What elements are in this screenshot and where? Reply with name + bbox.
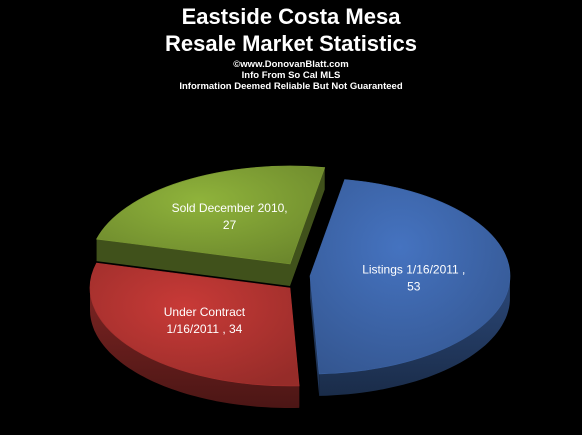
slice-label-line: Listings 1/16/2011 , [362, 262, 465, 276]
pie-slice-1 [89, 262, 300, 387]
slice-wall [310, 276, 320, 396]
slice-label-line: 53 [407, 279, 421, 293]
slice-label: Under Contract 1/16/2011 , 34 [164, 305, 246, 336]
slice-rim [319, 278, 510, 396]
slice-label-line: Under Contract [164, 305, 246, 319]
slice-label: Sold December 2010, 27 [172, 201, 288, 232]
chart-title-line2: Resale Market Statistics [165, 31, 417, 56]
slice-wall [96, 239, 290, 286]
chart-title-line1: Eastside Costa Mesa [181, 4, 401, 29]
slice-label-line: 27 [223, 218, 237, 232]
credit-text: ©www.DonovanBlatt.com [233, 59, 349, 70]
slice-label: Listings 1/16/2011 , 53 [362, 262, 465, 293]
pie-slice-0 [309, 179, 511, 375]
slice-label-line: Sold December 2010, [172, 201, 288, 215]
pie-slice-2 [96, 165, 326, 265]
source-text: Info From So Cal MLS [241, 70, 341, 81]
title-block: Eastside Costa Mesa Resale Market Statis… [0, 0, 582, 92]
disclaimer-text: Information Deemed Reliable But Not Guar… [179, 81, 403, 92]
slice-label-line: 1/16/2011 , 34 [167, 322, 243, 336]
slice-wall [290, 167, 325, 286]
